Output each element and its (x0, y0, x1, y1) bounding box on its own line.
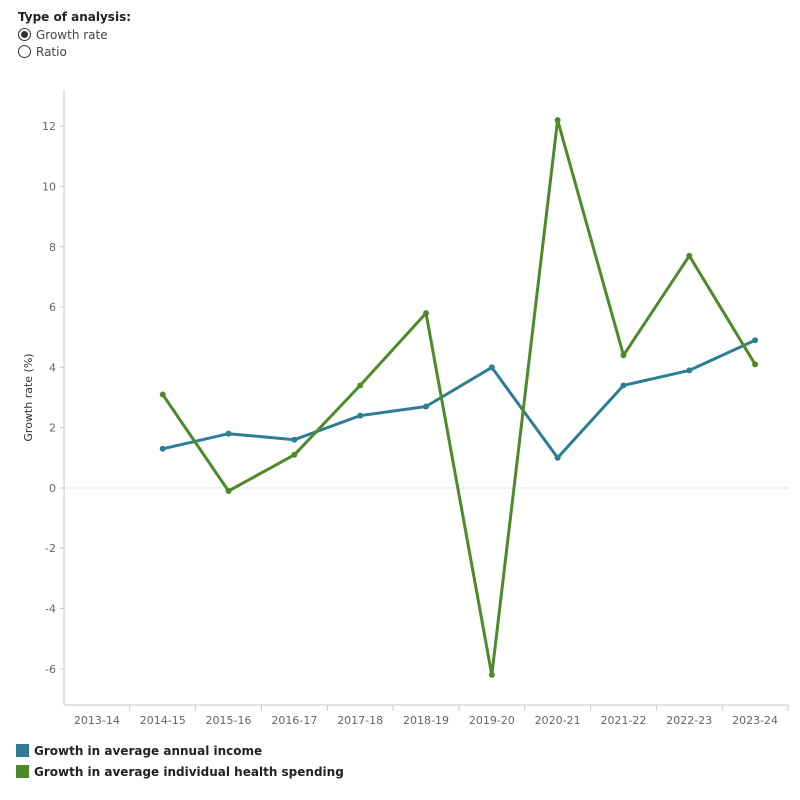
data-point (159, 445, 166, 452)
data-point (554, 454, 561, 461)
data-point (752, 337, 759, 344)
data-point (686, 367, 693, 374)
line-chart: -6 -4 -2 0 2 4 6 8 10 12 2013-14 2014-15 2015-16 2016… (22, 90, 789, 727)
data-point (554, 117, 561, 124)
y-tick-label: 10 (42, 180, 56, 193)
y-tick-label: 8 (49, 241, 56, 254)
data-point (225, 487, 232, 494)
series-line-0 (161, 338, 757, 460)
data-point (488, 671, 495, 678)
y-axis-title: Growth rate (%) (22, 353, 35, 441)
radio-growth-rate-label[interactable]: Growth rate (36, 27, 108, 42)
data-point (423, 310, 429, 317)
radio-ratio[interactable]: Ratio (18, 43, 131, 60)
data-point (291, 451, 298, 458)
x-tick-label: 2017-18 (337, 714, 383, 727)
data-point (620, 352, 627, 359)
data-point (488, 364, 495, 371)
legend-item-health[interactable]: Growth in average individual health spen… (16, 761, 344, 782)
legend-swatch-health (16, 765, 29, 778)
series-line-1 (161, 118, 757, 677)
legend: Growth in average annual income Growth i… (16, 740, 344, 782)
y-tick-label: 0 (49, 482, 56, 495)
x-tick-label: 2016-17 (271, 714, 317, 727)
data-point (686, 252, 693, 259)
y-tick-label: -6 (45, 663, 56, 676)
x-tick-label: 2015-16 (206, 714, 252, 727)
analysis-type-control: Type of analysis: Growth rate Ratio (18, 10, 131, 60)
y-tick-label: 4 (49, 361, 56, 374)
radio-unchecked-icon[interactable] (18, 45, 31, 58)
x-tick-label: 2014-15 (140, 714, 186, 727)
data-point (159, 391, 166, 398)
y-tick-label: 6 (49, 301, 56, 314)
radio-growth-rate[interactable]: Growth rate (18, 26, 131, 43)
y-tick-label: 12 (42, 120, 56, 133)
radio-checked-icon[interactable] (18, 28, 31, 41)
x-tick-label: 2018-19 (403, 714, 449, 727)
radio-ratio-label[interactable]: Ratio (36, 44, 67, 59)
analysis-type-title: Type of analysis: (18, 10, 132, 24)
data-point (225, 430, 232, 437)
data-point (752, 361, 759, 368)
x-tick-label: 2020-21 (535, 714, 581, 727)
x-tick-label: 2023-24 (732, 714, 778, 727)
legend-label-income: Growth in average annual income (34, 743, 263, 758)
legend-label-health: Growth in average individual health spen… (34, 764, 344, 779)
data-point (423, 403, 429, 410)
legend-swatch-income (16, 744, 29, 757)
x-tick-label: 2013-14 (74, 714, 120, 727)
y-tick-label: 2 (49, 422, 56, 435)
data-point (291, 436, 298, 443)
y-tick-label: -4 (45, 603, 56, 616)
legend-item-income[interactable]: Growth in average annual income (16, 740, 344, 761)
y-tick-label: -2 (45, 542, 56, 555)
data-point (357, 412, 364, 419)
x-tick-label: 2021-22 (600, 714, 646, 727)
x-tick-label: 2022-23 (666, 714, 712, 727)
x-tick-label: 2019-20 (469, 714, 515, 727)
data-point (620, 382, 627, 389)
data-point (357, 382, 364, 389)
